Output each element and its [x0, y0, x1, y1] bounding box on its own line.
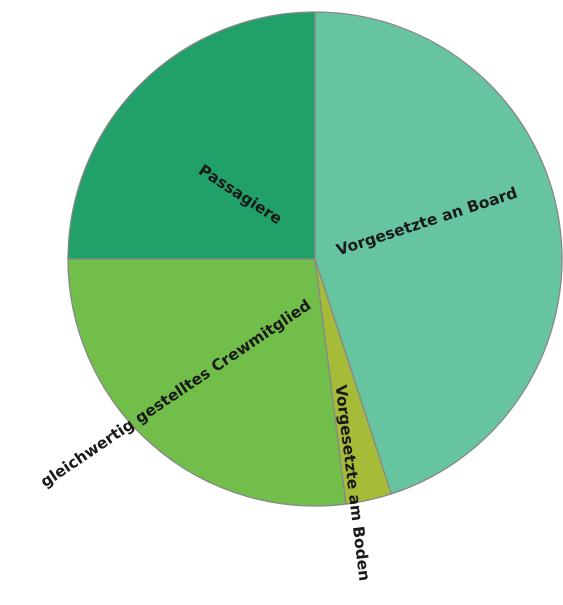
pie-slice [67, 258, 347, 507]
pie-slice [314, 11, 563, 495]
pie-slice [67, 11, 316, 260]
pie-slices [67, 11, 563, 507]
